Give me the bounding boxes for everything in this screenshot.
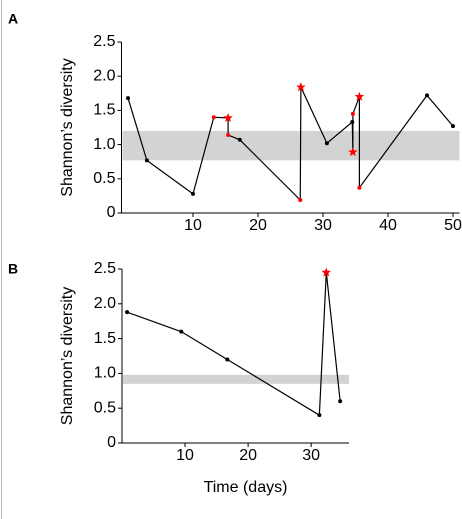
y-tick-label: 1.0 xyxy=(93,136,115,153)
data-point-star xyxy=(321,267,332,277)
data-point-star xyxy=(223,112,233,122)
y-tick-label: 2.0 xyxy=(93,67,115,84)
data-point xyxy=(357,185,362,190)
x-tick-label: 40 xyxy=(379,217,397,234)
x-tick-label: 30 xyxy=(302,447,320,464)
data-point xyxy=(144,158,149,163)
y-tick-label: 0.5 xyxy=(93,170,115,187)
x-tick-label: 20 xyxy=(239,447,257,464)
data-point-star xyxy=(354,91,365,101)
data-point xyxy=(179,329,184,334)
y-axis-title: Shannon’s diversity xyxy=(59,287,76,425)
data-point-star xyxy=(348,147,358,157)
x-tick-label: 10 xyxy=(176,447,194,464)
data-point xyxy=(425,93,429,98)
reference-band xyxy=(122,130,460,161)
panel-label: B xyxy=(8,261,18,277)
y-tick-label: 0.5 xyxy=(94,399,116,416)
y-axis-title: Shannon’s diversity xyxy=(59,58,76,196)
panel-label: A xyxy=(8,11,18,27)
data-point xyxy=(191,191,195,196)
x-tick-label: 20 xyxy=(249,217,267,234)
data-point xyxy=(298,198,303,203)
data-point-star xyxy=(296,82,306,92)
data-point xyxy=(125,310,130,315)
data-line xyxy=(126,272,341,417)
data-point xyxy=(225,357,230,362)
reference-band xyxy=(123,374,349,384)
data-point xyxy=(211,115,216,120)
data-point xyxy=(350,111,355,116)
y-tick-label: 1.5 xyxy=(93,102,115,119)
data-point xyxy=(350,120,355,125)
y-tick-label: 1.0 xyxy=(94,365,116,382)
data-point xyxy=(317,413,322,418)
x-tick-label: 30 xyxy=(314,217,332,234)
data-point xyxy=(126,96,130,101)
y-tick-label: 0 xyxy=(107,434,116,451)
y-tick-label: 2.0 xyxy=(94,295,116,312)
data-point xyxy=(451,124,455,129)
x-tick-label: 10 xyxy=(184,217,202,234)
y-tick-label: 1.5 xyxy=(94,330,116,347)
y-tick-label: 2.5 xyxy=(93,33,115,50)
x-axis-title: Time (days) xyxy=(204,479,288,496)
x-tick-label: 50 xyxy=(444,217,462,234)
data-point xyxy=(237,137,242,142)
data-point xyxy=(226,133,231,138)
y-tick-label: 0 xyxy=(107,204,116,221)
data-point xyxy=(324,141,329,146)
y-tick-label: 2.5 xyxy=(94,260,116,277)
data-point xyxy=(338,399,343,404)
